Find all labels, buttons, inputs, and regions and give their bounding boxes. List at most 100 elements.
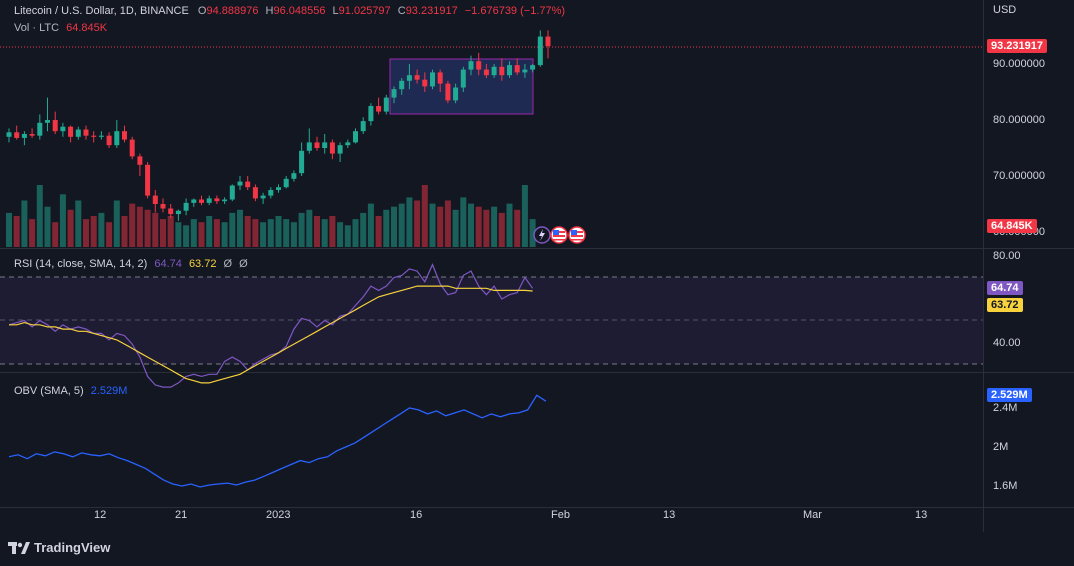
volume-bar [36, 185, 43, 247]
volume-bar [237, 209, 243, 247]
candle-body [214, 198, 220, 202]
candle-body [391, 89, 397, 98]
rsi-legend[interactable]: RSI (14, close, SMA, 14, 2) 64.74 63.72 … [14, 258, 248, 270]
obv-tick: 1.6M [993, 480, 1018, 492]
candle-body [229, 185, 235, 200]
us-flag-icon[interactable] [550, 226, 568, 244]
candle-body [522, 69, 528, 73]
footer: TradingView [0, 532, 1074, 566]
volume-bar [468, 203, 474, 247]
lightning-icon[interactable] [533, 226, 551, 244]
ohlc-low: 91.025797 [338, 5, 391, 17]
candle-body [60, 126, 66, 132]
volume-bar [414, 200, 421, 247]
candle-body [299, 150, 305, 174]
volume-bar [298, 212, 305, 247]
candle-body [314, 142, 320, 148]
volume-tag: 64.845K [987, 219, 1037, 233]
candle-body [491, 66, 497, 76]
volume-bar [375, 216, 382, 247]
candle-body [21, 134, 27, 138]
candle-body [406, 75, 412, 81]
volume-bar [129, 203, 136, 247]
volume-bar [152, 212, 159, 247]
rsi-sma-value: 63.72 [188, 258, 217, 270]
volume-bar [113, 200, 120, 247]
candle-body [191, 199, 197, 203]
candle-body [98, 135, 104, 137]
candle-body [276, 187, 281, 190]
candle-body [291, 173, 297, 179]
volume-bar [314, 216, 320, 247]
ohlc-open: 94.888976 [206, 5, 259, 17]
volume-bars [6, 185, 536, 247]
candle-body [114, 131, 120, 146]
volume-bar [183, 225, 190, 247]
volume-bar [136, 206, 143, 247]
candle-body [14, 132, 20, 138]
candle-body [453, 87, 459, 101]
volume-bar [13, 216, 20, 247]
volume-bar [398, 203, 405, 247]
candle-body [337, 145, 343, 154]
candle-body [160, 204, 166, 209]
candle-body [445, 83, 451, 101]
candle-body [175, 210, 181, 215]
candle-body [37, 122, 43, 136]
chart-canvas[interactable] [0, 0, 1074, 532]
last-price-tag: 93.231917 [987, 39, 1047, 53]
candle-body [122, 131, 127, 140]
obv-legend[interactable]: OBV (SMA, 5) 2.529M [14, 385, 127, 397]
candle-body [437, 72, 443, 84]
candle-body [414, 75, 420, 80]
volume-bar [498, 212, 505, 247]
symbol-title[interactable]: Litecoin / U.S. Dollar, 1D, BINANCE [14, 5, 189, 17]
candle-body [6, 132, 12, 137]
volume-bar [90, 216, 97, 247]
candle-body [260, 195, 266, 199]
volume-bar [260, 222, 267, 247]
volume-bar [252, 219, 259, 247]
obv-value-tag: 2.529M [987, 388, 1032, 402]
price-legend[interactable]: Litecoin / U.S. Dollar, 1D, BINANCE O94.… [14, 5, 565, 17]
rsi-sma-line [9, 285, 533, 384]
volume-bar [67, 209, 74, 247]
us-flag-icon[interactable] [568, 226, 586, 244]
tradingview-logo-icon [8, 541, 30, 554]
candle-body [106, 135, 112, 146]
ohlc-close-label: C [397, 5, 406, 17]
candle-body [376, 106, 382, 112]
price-tick: 90.000000 [993, 58, 1045, 70]
volume-bar [244, 216, 251, 247]
volume-legend[interactable]: Vol · LTC 64.845K [14, 22, 107, 34]
volume-bar [275, 216, 282, 247]
volume-bar [44, 206, 51, 247]
rsi-value-tag: 64.74 [987, 281, 1023, 295]
candle-body [199, 199, 204, 203]
obv-label: OBV (SMA, 5) [14, 385, 84, 397]
candle-body [283, 178, 289, 188]
ohlc-close: 93.231917 [405, 5, 458, 17]
rsi-tick: 80.00 [993, 250, 1021, 262]
ohlc-low-label: L [332, 5, 339, 17]
candle-body [483, 69, 489, 76]
candle-body [306, 142, 312, 151]
volume-bar [290, 222, 297, 247]
candle-body [329, 142, 335, 154]
volume-bar [6, 212, 12, 247]
price-tick: 70.000000 [993, 170, 1045, 182]
time-tick: 21 [175, 509, 188, 521]
volume-bar [337, 222, 344, 247]
candle-body [168, 208, 174, 215]
time-tick: 13 [663, 509, 676, 521]
candle-body [422, 79, 428, 87]
price-tick: 80.000000 [993, 114, 1045, 126]
time-tick: Mar [803, 509, 822, 521]
tradingview-logo[interactable]: TradingView [8, 540, 110, 555]
volume-bar [491, 206, 498, 247]
volume-bar [383, 209, 390, 247]
volume-value: 64.845K [66, 22, 108, 34]
candle-body [129, 139, 135, 157]
obv-tick: 2M [993, 441, 1009, 453]
candle-body [206, 198, 212, 203]
